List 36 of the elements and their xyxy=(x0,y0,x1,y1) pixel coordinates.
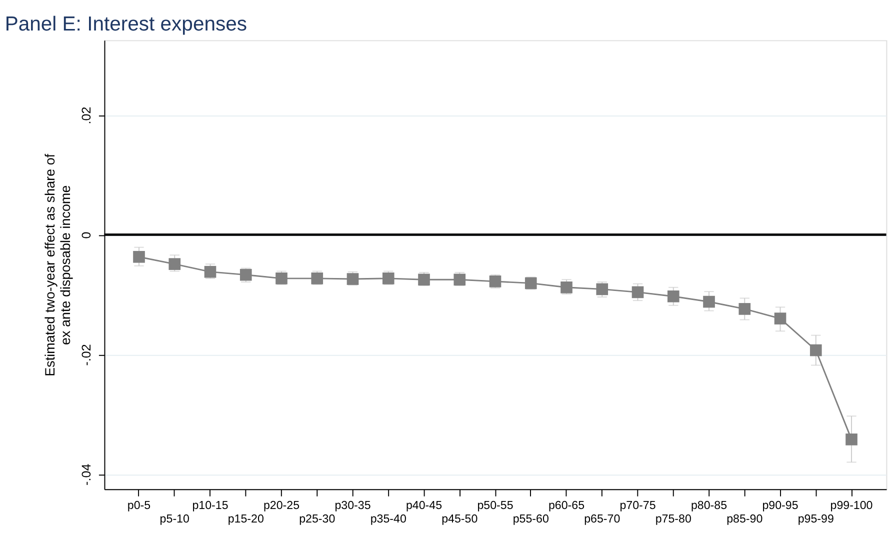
x-tick-label: p40-45 xyxy=(406,500,442,512)
x-tick-label: p65-70 xyxy=(584,513,620,526)
point xyxy=(667,290,680,302)
x-tick-label: p70-75 xyxy=(620,500,656,512)
x-tick-label: p30-35 xyxy=(334,500,371,512)
x-tick-label: p50-55 xyxy=(477,500,514,512)
x-tick-label: p35-40 xyxy=(370,513,406,526)
x-tick-label: p45-50 xyxy=(442,513,478,526)
x-tick-label: p90-95 xyxy=(762,500,798,512)
x-tick-label: p10-15 xyxy=(192,500,228,512)
y-tick-label: -.04 xyxy=(79,464,94,486)
x-tick-label: p0-5 xyxy=(127,500,151,512)
x-tick-label: p15-20 xyxy=(228,513,264,526)
y-axis-title: Estimated two-year effect as share of ex ante disposable income xyxy=(42,154,73,376)
point xyxy=(810,344,822,356)
y-tick-label: 0 xyxy=(79,232,94,239)
x-tick-label: p99-100 xyxy=(830,500,873,512)
point xyxy=(133,250,145,263)
point xyxy=(632,286,644,298)
x-tick-label: p60-65 xyxy=(548,500,585,512)
x-tick-label: p5-10 xyxy=(160,513,190,526)
x-tick-label: p20-25 xyxy=(263,500,300,512)
point xyxy=(846,434,858,446)
x-tick-label: p25-30 xyxy=(299,513,336,526)
point xyxy=(738,303,751,315)
x-tick-label: p80-85 xyxy=(690,500,728,512)
point xyxy=(774,312,786,324)
point xyxy=(703,296,715,308)
chart-title: Panel E: Interest expenses xyxy=(4,14,248,36)
y-tick-label: -.02 xyxy=(79,344,94,366)
x-tick-label: p95-99 xyxy=(798,513,834,526)
x-tick-label: p55-60 xyxy=(512,513,549,526)
x-tick-label: p75-80 xyxy=(655,513,692,526)
point xyxy=(168,258,181,270)
x-tick-label: p85-90 xyxy=(726,513,763,526)
y-tick-label: .02 xyxy=(79,106,94,124)
